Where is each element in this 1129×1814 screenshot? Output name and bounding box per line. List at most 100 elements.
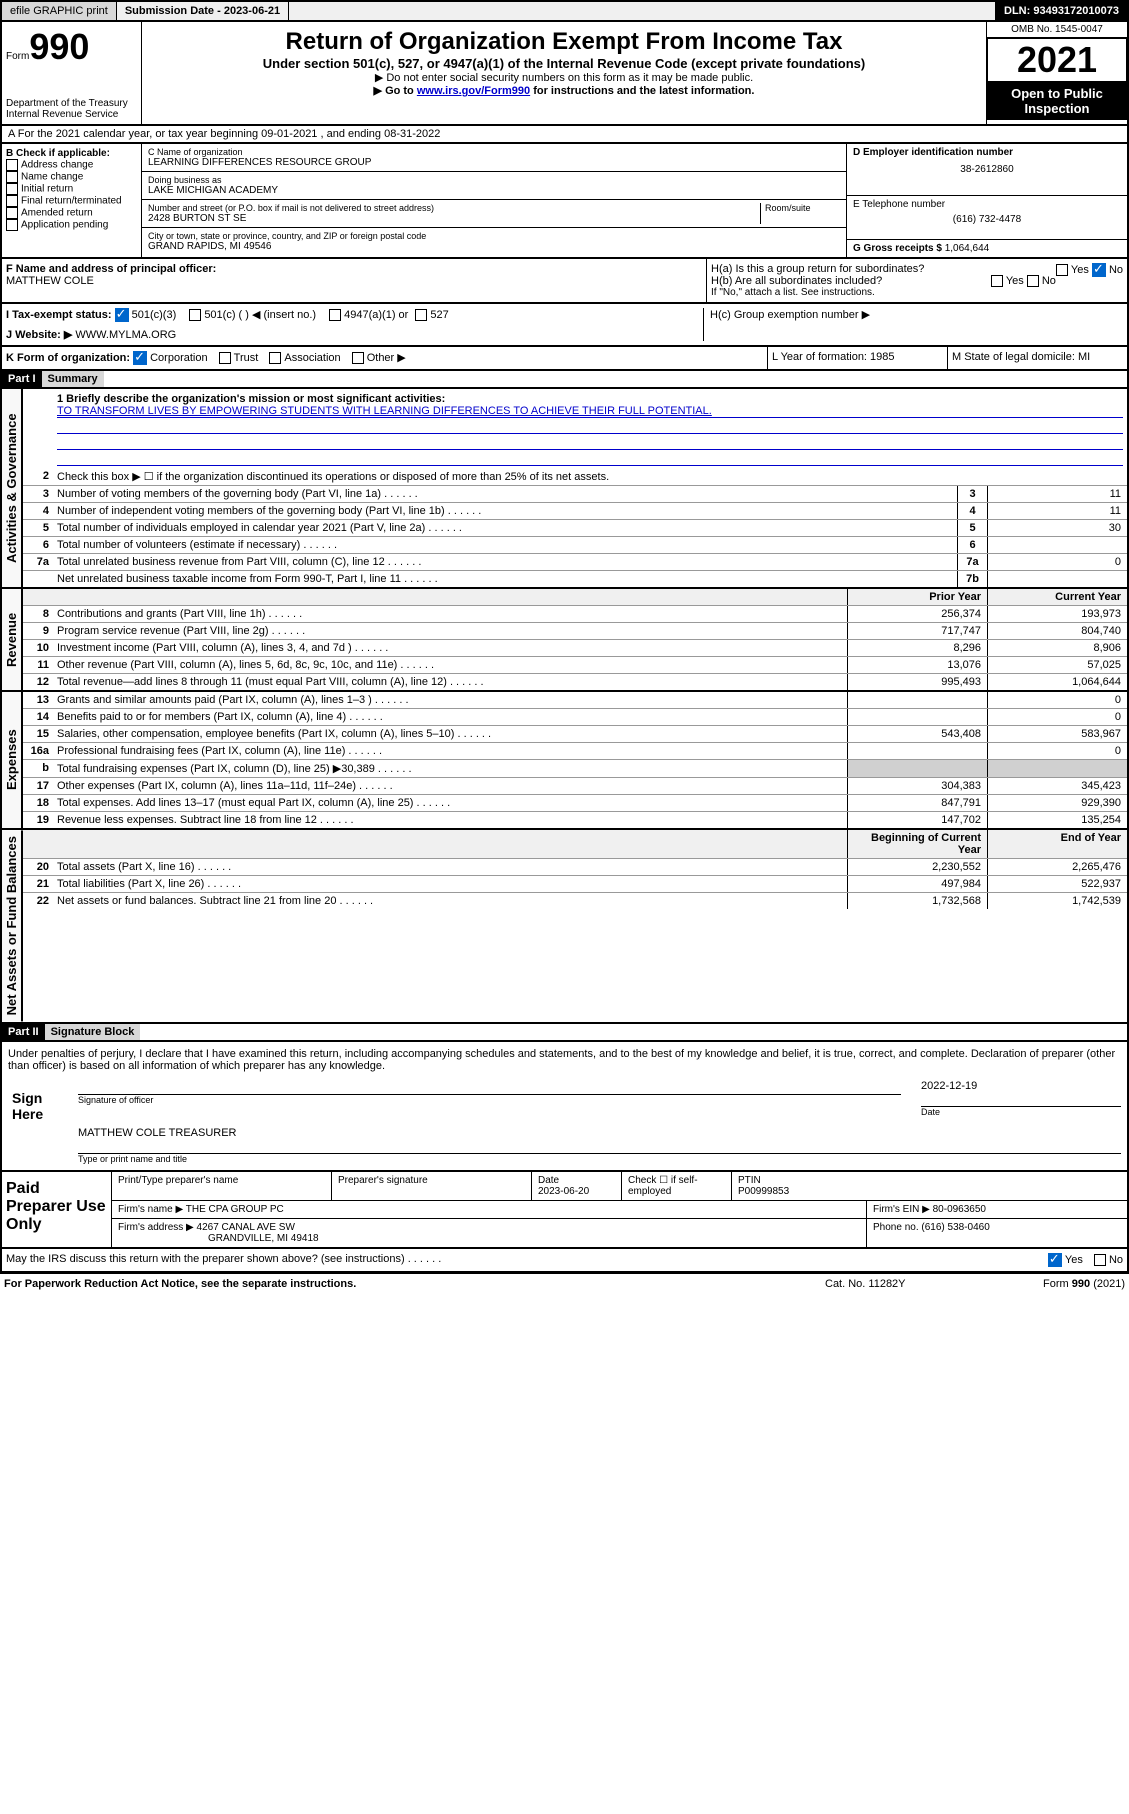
- state-domicile: M State of legal domicile: MI: [947, 347, 1127, 369]
- section-bcdeg: B Check if applicable: Address change Na…: [0, 144, 1129, 259]
- section-b: B Check if applicable: Address change Na…: [2, 144, 142, 257]
- table-row: 21Total liabilities (Part X, line 26)497…: [23, 876, 1127, 893]
- tab-netassets: Net Assets or Fund Balances: [2, 830, 23, 1021]
- mission-text: TO TRANSFORM LIVES BY EMPOWERING STUDENT…: [57, 405, 1123, 418]
- table-row: 22Net assets or fund balances. Subtract …: [23, 893, 1127, 909]
- org-name: LEARNING DIFFERENCES RESOURCE GROUP: [148, 157, 840, 168]
- sig-officer-line[interactable]: Signature of officer: [78, 1094, 901, 1105]
- table-row: 10Investment income (Part VIII, column (…: [23, 640, 1127, 657]
- prep-date: 2023-06-20: [538, 1186, 589, 1197]
- line1: 1 Briefly describe the organization's mi…: [23, 389, 1127, 466]
- table-row: 11Other revenue (Part VIII, column (A), …: [23, 657, 1127, 674]
- form-title: Return of Organization Exempt From Incom…: [148, 28, 980, 56]
- page-footer: For Paperwork Reduction Act Notice, see …: [0, 1273, 1129, 1294]
- omb-number: OMB No. 1545-0047: [987, 22, 1127, 38]
- form-header: Form990 Department of the Treasury Inter…: [0, 22, 1129, 126]
- section-fh: F Name and address of principal officer:…: [0, 259, 1129, 304]
- firm-ein: 80-0963650: [933, 1204, 986, 1215]
- table-row: 6Total number of volunteers (estimate if…: [23, 537, 1127, 554]
- section-klm: K Form of organization: Corporation Trus…: [0, 347, 1129, 371]
- efile-print-button[interactable]: efile GRAPHIC print: [2, 2, 117, 20]
- section-a: A For the 2021 calendar year, or tax yea…: [0, 126, 1129, 144]
- open-public: Open to Public Inspection: [987, 82, 1127, 120]
- prep-title: Paid Preparer Use Only: [2, 1172, 112, 1247]
- chk-initial[interactable]: Initial return: [6, 183, 137, 195]
- table-row: 14Benefits paid to or for members (Part …: [23, 709, 1127, 726]
- firm-addr2: GRANDVILLE, MI 49418: [208, 1233, 319, 1244]
- year-formation: L Year of formation: 1985: [767, 347, 947, 369]
- netassets-section: Net Assets or Fund Balances Beginning of…: [0, 830, 1129, 1023]
- form-number: 990: [29, 26, 89, 67]
- table-row: 4Number of independent voting members of…: [23, 503, 1127, 520]
- table-row: Net unrelated business taxable income fr…: [23, 571, 1127, 587]
- website-row: J Website: ▶ WWW.MYLMA.ORG: [6, 328, 703, 341]
- form-ref: Form 990 (2021): [985, 1278, 1125, 1290]
- table-row: 7aTotal unrelated business revenue from …: [23, 554, 1127, 571]
- ein: 38-2612860: [853, 164, 1121, 175]
- governance-section: Activities & Governance 1 Briefly descri…: [0, 389, 1129, 589]
- revenue-section: Revenue Prior YearCurrent Year 8Contribu…: [0, 589, 1129, 692]
- irs-link[interactable]: www.irs.gov/Form990: [417, 85, 530, 97]
- topbar-spacer: [289, 2, 996, 20]
- table-row: 17Other expenses (Part IX, column (A), l…: [23, 778, 1127, 795]
- chk-final[interactable]: Final return/terminated: [6, 195, 137, 207]
- sig-date: 2022-12-19: [921, 1080, 1121, 1092]
- table-row: 5Total number of individuals employed in…: [23, 520, 1127, 537]
- topbar: efile GRAPHIC print Submission Date - 20…: [0, 0, 1129, 22]
- submission-date: Submission Date - 2023-06-21: [117, 2, 289, 20]
- dept-treasury: Department of the Treasury: [6, 98, 137, 109]
- officer-name: MATTHEW COLE TREASURER: [78, 1127, 1121, 1139]
- firm-name: THE CPA GROUP PC: [186, 1204, 284, 1215]
- form-of-org: K Form of organization: Corporation Trus…: [2, 347, 767, 369]
- form-subtitle: Under section 501(c), 527, or 4947(a)(1)…: [148, 56, 980, 71]
- cat-no: Cat. No. 11282Y: [825, 1278, 985, 1290]
- instruct-goto: ▶ Go to www.irs.gov/Form990 for instruct…: [148, 84, 980, 97]
- irs-label: Internal Revenue Service: [6, 109, 137, 120]
- h-a: H(a) Is this a group return for subordin…: [711, 263, 1123, 275]
- instruct-ssn: ▶ Do not enter social security numbers o…: [148, 71, 980, 84]
- chk-pending[interactable]: Application pending: [6, 219, 137, 231]
- dln: DLN: 93493172010073: [996, 2, 1127, 20]
- tax-year: 2021: [987, 38, 1127, 82]
- chk-name[interactable]: Name change: [6, 171, 137, 183]
- ptin: P00999853: [738, 1186, 789, 1197]
- table-row: 16aProfessional fundraising fees (Part I…: [23, 743, 1127, 760]
- firm-addr1: 4267 CANAL AVE SW: [197, 1222, 295, 1233]
- part1-header: Part I Summary: [0, 371, 1129, 389]
- table-row: 13Grants and similar amounts paid (Part …: [23, 692, 1127, 709]
- city-state-zip: GRAND RAPIDS, MI 49546: [148, 241, 840, 252]
- table-row: 9Program service revenue (Part VIII, lin…: [23, 623, 1127, 640]
- table-row: 3Number of voting members of the governi…: [23, 486, 1127, 503]
- section-c: C Name of organization LEARNING DIFFEREN…: [142, 144, 847, 257]
- principal-officer: MATTHEW COLE: [6, 275, 702, 287]
- table-row: 19Revenue less expenses. Subtract line 1…: [23, 812, 1127, 828]
- phone: (616) 732-4478: [853, 214, 1121, 225]
- tax-exempt-status: I Tax-exempt status: 501(c)(3) 501(c) ( …: [6, 308, 703, 322]
- website: WWW.MYLMA.ORG: [75, 329, 176, 341]
- dba-name: LAKE MICHIGAN ACADEMY: [148, 185, 840, 196]
- tab-revenue: Revenue: [2, 589, 23, 690]
- table-row: bTotal fundraising expenses (Part IX, co…: [23, 760, 1127, 778]
- sign-here-label: Sign Here: [8, 1080, 78, 1164]
- expenses-section: Expenses 13Grants and similar amounts pa…: [0, 692, 1129, 830]
- chk-amended[interactable]: Amended return: [6, 207, 137, 219]
- street-address: 2428 BURTON ST SE: [148, 213, 760, 224]
- form-label: Form: [6, 51, 29, 62]
- chk-address[interactable]: Address change: [6, 159, 137, 171]
- table-row: 15Salaries, other compensation, employee…: [23, 726, 1127, 743]
- gross-receipts: 1,064,644: [945, 243, 990, 254]
- firm-phone: (616) 538-0460: [921, 1222, 989, 1233]
- tab-expenses: Expenses: [2, 692, 23, 828]
- h-c: H(c) Group exemption number ▶: [703, 308, 1123, 341]
- discuss-row: May the IRS discuss this return with the…: [0, 1249, 1129, 1273]
- table-row: 12Total revenue—add lines 8 through 11 (…: [23, 674, 1127, 690]
- section-ij: I Tax-exempt status: 501(c)(3) 501(c) ( …: [0, 304, 1129, 347]
- table-row: 20Total assets (Part X, line 16)2,230,55…: [23, 859, 1127, 876]
- paid-preparer: Paid Preparer Use Only Print/Type prepar…: [0, 1172, 1129, 1249]
- table-row: 18Total expenses. Add lines 13–17 (must …: [23, 795, 1127, 812]
- perjury-declaration: Under penalties of perjury, I declare th…: [8, 1048, 1121, 1072]
- section-deg: D Employer identification number 38-2612…: [847, 144, 1127, 257]
- table-row: 8Contributions and grants (Part VIII, li…: [23, 606, 1127, 623]
- signature-block: Under penalties of perjury, I declare th…: [0, 1042, 1129, 1172]
- part2-header: Part II Signature Block: [0, 1024, 1129, 1042]
